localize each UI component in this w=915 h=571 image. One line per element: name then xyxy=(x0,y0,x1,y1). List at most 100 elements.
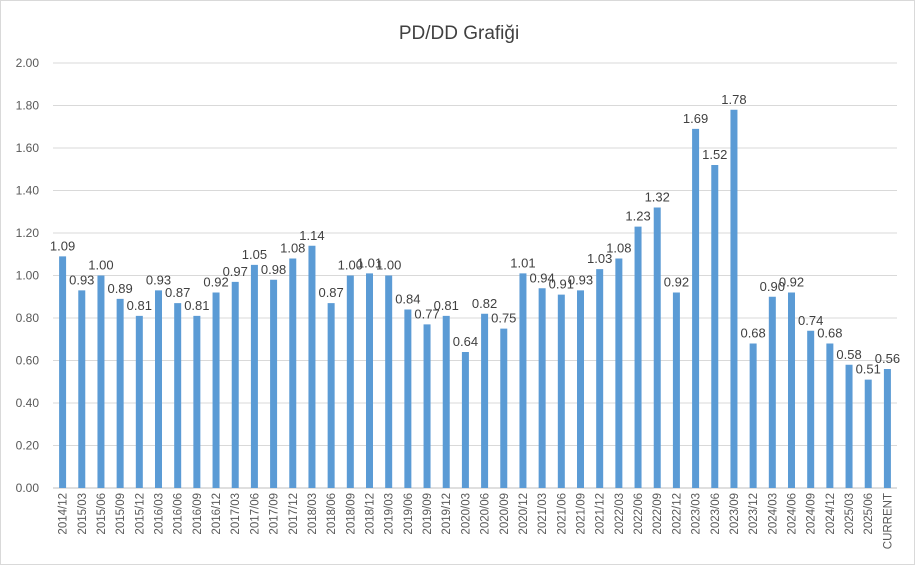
bar xyxy=(212,292,220,488)
data-label: 0.74 xyxy=(798,313,823,328)
bar xyxy=(289,258,297,488)
bar xyxy=(577,290,584,488)
x-tick-label: 2020/03 xyxy=(460,493,472,535)
data-label: 0.98 xyxy=(261,262,286,277)
bar xyxy=(864,379,872,488)
data-label: 0.58 xyxy=(836,347,861,362)
bar xyxy=(692,128,700,488)
data-label: 1.01 xyxy=(510,255,535,270)
bar xyxy=(385,275,393,488)
data-label: 0.77 xyxy=(414,306,439,321)
bar xyxy=(442,315,450,488)
data-label: 0.93 xyxy=(69,272,94,287)
x-tick-label: 2023/12 xyxy=(748,493,760,535)
data-label: 0.91 xyxy=(549,277,574,292)
bar xyxy=(519,273,527,488)
data-label: 1.08 xyxy=(606,241,631,256)
data-label: 1.00 xyxy=(338,258,363,273)
y-tick-label: 1.60 xyxy=(16,141,40,155)
x-tick-label: 2021/06 xyxy=(556,493,568,535)
x-tick-label: 2018/09 xyxy=(345,493,357,535)
data-label: 1.09 xyxy=(50,238,75,253)
y-tick-label: 0.00 xyxy=(16,481,40,495)
bar xyxy=(155,290,162,488)
x-tick-label: 2019/12 xyxy=(441,493,453,535)
data-label: 0.93 xyxy=(568,272,593,287)
x-tick-label: 2022/06 xyxy=(633,493,645,535)
data-label: 0.92 xyxy=(203,275,228,290)
data-label: 0.56 xyxy=(875,351,900,366)
x-tick-label: 2018/03 xyxy=(307,493,319,535)
x-tick-label: 2024/03 xyxy=(767,493,779,535)
data-label: 1.14 xyxy=(299,228,324,243)
bar xyxy=(59,256,67,488)
bar xyxy=(231,281,239,488)
data-label: 1.78 xyxy=(721,92,746,107)
bar xyxy=(423,324,431,488)
x-tick-label: 2021/03 xyxy=(537,493,549,535)
data-label: 1.69 xyxy=(683,111,708,126)
bar xyxy=(174,303,182,488)
y-tick-label: 0.20 xyxy=(16,439,40,453)
data-label: 0.87 xyxy=(165,285,190,300)
data-label: 0.94 xyxy=(529,270,554,285)
bar xyxy=(97,275,105,488)
data-label: 0.51 xyxy=(856,362,881,377)
y-tick-label: 0.80 xyxy=(16,311,40,325)
bar xyxy=(500,328,508,488)
data-label: 1.52 xyxy=(702,147,727,162)
x-tick-label: 2020/12 xyxy=(518,493,530,535)
x-tick-label: 2016/03 xyxy=(154,493,166,535)
data-label: 0.64 xyxy=(453,334,478,349)
data-label: 0.81 xyxy=(434,298,459,313)
bar xyxy=(768,296,776,488)
y-tick-label: 1.00 xyxy=(16,269,40,283)
x-tick-label: 2022/09 xyxy=(652,493,664,535)
x-tick-label: 2025/06 xyxy=(863,493,875,535)
bar xyxy=(807,330,815,488)
data-label: 0.68 xyxy=(740,326,765,341)
x-tick-label: 2015/06 xyxy=(96,493,108,535)
bar xyxy=(557,294,565,488)
data-label: 0.90 xyxy=(760,279,785,294)
bar xyxy=(270,279,278,488)
data-label: 1.00 xyxy=(376,258,401,273)
data-label: 0.93 xyxy=(146,272,171,287)
bar xyxy=(404,309,412,488)
x-tick-label: 2016/06 xyxy=(173,493,185,535)
x-tick-label: 2019/03 xyxy=(384,493,396,535)
data-label: 0.84 xyxy=(395,292,420,307)
data-label: 0.82 xyxy=(472,296,497,311)
bar xyxy=(653,207,661,488)
bar xyxy=(78,290,86,488)
data-label: 1.01 xyxy=(357,255,382,270)
x-tick-label: 2016/09 xyxy=(192,493,204,535)
data-label: 1.00 xyxy=(88,258,113,273)
bar xyxy=(845,364,853,488)
bar xyxy=(672,292,680,488)
x-tick-label: 2022/12 xyxy=(671,493,683,535)
y-tick-label: 0.60 xyxy=(16,354,40,368)
data-label: 0.81 xyxy=(184,298,209,313)
x-tick-label: 2017/06 xyxy=(249,493,261,535)
data-label: 0.92 xyxy=(664,275,689,290)
data-label: 0.81 xyxy=(127,298,152,313)
x-tick-label: 2017/12 xyxy=(288,493,300,535)
bar xyxy=(730,109,738,488)
x-tick-label: 2017/03 xyxy=(230,493,242,535)
data-label: 1.08 xyxy=(280,241,305,256)
bar xyxy=(596,269,604,488)
x-tick-label: 2021/09 xyxy=(576,493,588,535)
bar xyxy=(193,315,201,488)
bar xyxy=(615,258,623,488)
x-tick-label: 2016/12 xyxy=(211,493,223,535)
data-label: 0.75 xyxy=(491,311,516,326)
x-tick-label: 2025/03 xyxy=(844,493,856,535)
bar xyxy=(481,313,489,488)
x-tick-label: 2022/03 xyxy=(614,493,626,535)
bar xyxy=(711,165,719,488)
bar xyxy=(461,352,469,488)
data-label: 1.23 xyxy=(625,209,650,224)
